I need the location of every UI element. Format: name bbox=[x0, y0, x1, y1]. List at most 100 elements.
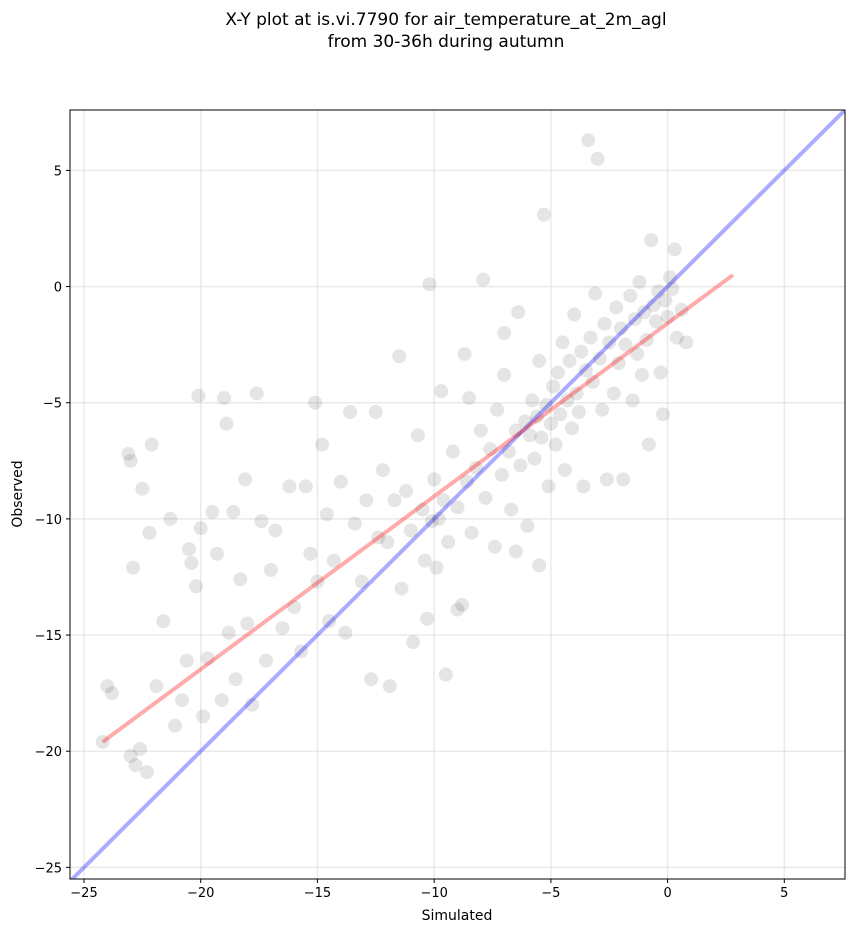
scatter-point bbox=[459, 474, 474, 489]
scatter-point bbox=[196, 709, 211, 724]
scatter-point bbox=[410, 428, 425, 443]
scatter-point bbox=[228, 672, 243, 687]
scatter-point bbox=[123, 453, 138, 468]
scatter-point bbox=[655, 407, 670, 422]
scatter-point bbox=[641, 437, 656, 452]
scatter-point bbox=[434, 384, 449, 399]
scatter-point bbox=[592, 351, 607, 366]
scatter-point bbox=[133, 741, 148, 756]
scatter-point bbox=[382, 679, 397, 694]
scatter-point bbox=[368, 405, 383, 420]
y-tick-label: 0 bbox=[54, 281, 62, 296]
scatter-point bbox=[182, 542, 197, 557]
scatter-point bbox=[501, 444, 516, 459]
scatter-point bbox=[210, 546, 225, 561]
scatter-point bbox=[205, 504, 220, 519]
scatter-point bbox=[469, 460, 484, 475]
x-tick-label: −15 bbox=[304, 886, 331, 901]
scatter-point bbox=[569, 386, 584, 401]
scatter-point bbox=[343, 405, 358, 420]
scatter-point bbox=[371, 530, 386, 545]
scatter-point bbox=[555, 335, 570, 350]
scatter-point bbox=[585, 374, 600, 389]
scatter-point bbox=[532, 558, 547, 573]
axes-frame bbox=[69, 109, 846, 880]
scatter-point bbox=[651, 284, 666, 299]
scatter-point bbox=[623, 288, 638, 303]
scatter-point bbox=[189, 579, 204, 594]
scatter-point bbox=[214, 693, 229, 708]
scatter-point bbox=[618, 337, 633, 352]
scatter-point bbox=[667, 242, 682, 257]
scatter-point bbox=[625, 393, 640, 408]
scatter-point bbox=[648, 314, 663, 329]
scatter-point bbox=[338, 625, 353, 640]
scatter-point bbox=[567, 307, 582, 322]
scatter-point bbox=[518, 414, 533, 429]
scatter-point bbox=[679, 335, 694, 350]
scatter-point bbox=[548, 437, 563, 452]
scatter-point bbox=[483, 442, 498, 457]
scatter-point bbox=[163, 511, 178, 526]
scatter-point bbox=[632, 274, 647, 289]
scatter-point bbox=[403, 523, 418, 538]
scatter-point bbox=[529, 409, 544, 424]
scatter-point bbox=[520, 518, 535, 533]
scatter-point bbox=[674, 302, 689, 317]
scatter-point bbox=[140, 765, 155, 780]
y-tick-label: −10 bbox=[35, 513, 62, 528]
y-tick-label: −5 bbox=[43, 397, 62, 412]
scatter-point bbox=[420, 611, 435, 626]
scatter-point bbox=[462, 391, 477, 406]
x-axis-label: Simulated bbox=[422, 908, 493, 924]
scatter-point bbox=[557, 463, 572, 478]
scatter-point bbox=[611, 356, 626, 371]
scatter-point bbox=[294, 644, 309, 659]
scatter-point bbox=[541, 479, 556, 494]
scatter-point bbox=[550, 365, 565, 380]
scatter-point bbox=[429, 560, 444, 575]
scatter-point bbox=[508, 544, 523, 559]
scatter-point bbox=[464, 525, 479, 540]
scatter-point bbox=[609, 300, 624, 315]
scatter-point bbox=[602, 335, 617, 350]
x-tick-label: −10 bbox=[420, 886, 447, 901]
scatter-point bbox=[308, 395, 323, 410]
scatter-point bbox=[644, 233, 659, 248]
scatter-point bbox=[616, 472, 631, 487]
scatter-point bbox=[473, 423, 488, 438]
scatter-point bbox=[375, 463, 390, 478]
scatter-point bbox=[191, 388, 206, 403]
scatter-point bbox=[508, 423, 523, 438]
scatter-point bbox=[546, 379, 561, 394]
x-tick-label: 5 bbox=[780, 886, 788, 901]
scatter-point bbox=[476, 272, 491, 287]
scatter-point bbox=[424, 514, 439, 529]
scatter-point bbox=[259, 653, 274, 668]
scatter-point bbox=[653, 365, 668, 380]
scatter-point bbox=[193, 521, 208, 536]
scatter-point bbox=[219, 416, 234, 431]
scatter-point bbox=[95, 734, 110, 749]
x-tick-label: 0 bbox=[663, 886, 671, 901]
scatter-point bbox=[282, 479, 297, 494]
scatter-point bbox=[445, 444, 460, 459]
scatter-point bbox=[128, 758, 143, 773]
scatter-point bbox=[298, 479, 313, 494]
scatter-point bbox=[221, 625, 236, 640]
scatter-point bbox=[240, 616, 255, 631]
scatter-point bbox=[497, 326, 512, 341]
scatter-point bbox=[392, 349, 407, 364]
scatter-point bbox=[562, 353, 577, 368]
scatter-point bbox=[249, 386, 264, 401]
scatter-point bbox=[226, 504, 241, 519]
scatter-point bbox=[662, 270, 677, 285]
fit-line bbox=[101, 273, 735, 744]
scatter-point bbox=[599, 472, 614, 487]
chart-title: from 30-36h during autumn bbox=[328, 32, 565, 52]
scatter-point bbox=[455, 597, 470, 612]
scatter-point bbox=[217, 391, 232, 406]
y-tick-label: −20 bbox=[35, 745, 62, 760]
scatter-point bbox=[613, 321, 628, 336]
y-tick-label: −25 bbox=[35, 861, 62, 876]
